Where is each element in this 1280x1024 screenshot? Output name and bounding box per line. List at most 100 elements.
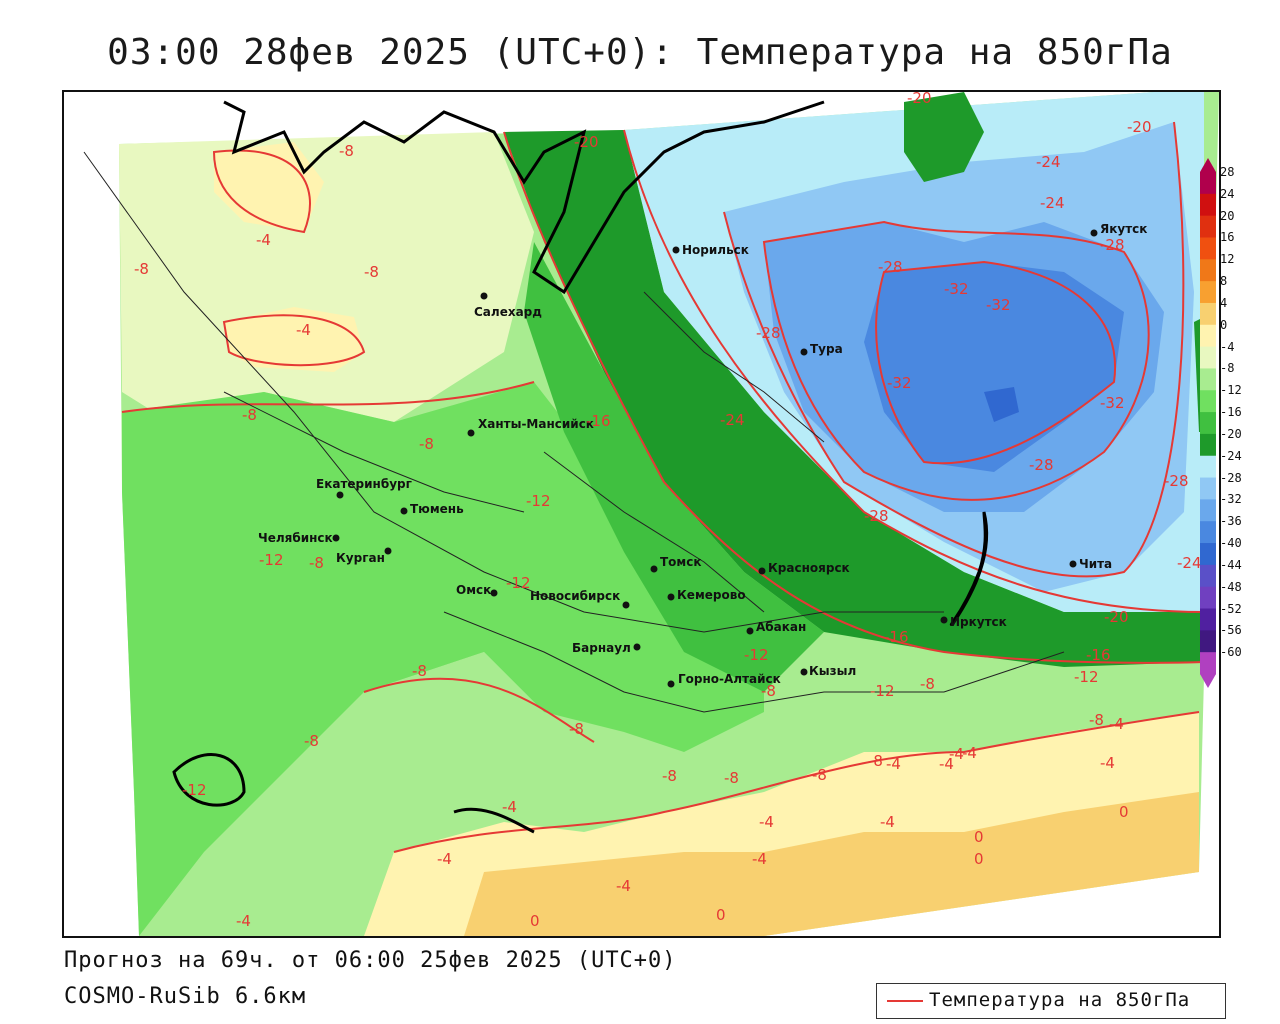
contour-label: -8 <box>920 675 935 693</box>
contour-label: -4 <box>1100 754 1115 772</box>
city-label-kemerovo: Кемерово <box>677 588 746 602</box>
contour-label: -4 <box>236 912 251 930</box>
colorbar-tick-label: -40 <box>1220 536 1242 551</box>
legend-label: Температура на 850гПа <box>929 989 1191 1011</box>
colorbar-swatch <box>1200 346 1216 369</box>
colorbar-swatch <box>1200 412 1216 435</box>
contour-label: -12 <box>744 646 769 664</box>
colorbar <box>1200 158 1216 688</box>
contour-label: -4 <box>1109 715 1124 733</box>
lake-balkhash <box>453 807 535 834</box>
colorbar-swatch <box>1200 324 1216 348</box>
colorbar-swatch <box>1200 302 1216 326</box>
colorbar-tick-label: -44 <box>1220 557 1242 572</box>
city-label-norilsk: Норильск <box>682 243 749 257</box>
colorbar-tick-label: -56 <box>1220 623 1242 638</box>
city-marker-chita <box>1069 560 1077 568</box>
contour-label: -4 <box>886 755 901 773</box>
city-marker-irkutsk <box>940 616 948 624</box>
contour-label: 0 <box>1119 803 1129 821</box>
city-label-salekhard: Салехард <box>474 305 542 319</box>
city-marker-tomsk <box>650 565 658 573</box>
warm-region-south-2 <box>464 792 1199 936</box>
contour-label: -4 <box>616 877 631 895</box>
contour-label: -24 <box>720 411 745 429</box>
city-marker-abakan <box>746 627 754 635</box>
contour-label: 0 <box>974 850 984 868</box>
green-band-west <box>122 382 764 936</box>
colorbar-swatch <box>1200 455 1216 479</box>
contour-label: -8 <box>412 662 427 680</box>
contour-label: -8 <box>242 406 257 424</box>
cold-core-spot <box>984 387 1019 422</box>
contour-label: -4 <box>437 850 452 868</box>
city-label-khanty-mansiysk: Ханты-Мансийск <box>478 417 594 431</box>
city-marker-norilsk <box>672 246 680 254</box>
colorbar-tick-label: -36 <box>1220 514 1242 529</box>
contour-label: -8 <box>569 720 584 738</box>
colorbar-swatch <box>1200 652 1216 675</box>
city-marker-yekaterinburg <box>336 491 344 499</box>
city-marker-gorno-altaysk <box>667 680 675 688</box>
colorbar-tick-label: -60 <box>1220 645 1242 660</box>
city-marker-kyzyl <box>800 668 808 676</box>
colorbar-swatch <box>1200 368 1216 391</box>
contour-label: -32 <box>887 374 912 392</box>
contour-label: 0 <box>716 906 726 924</box>
city-label-irkutsk: Иркутск <box>950 615 1007 629</box>
cities: Норильск Якутск Салехард Тура Ханты-Манс… <box>258 222 1147 688</box>
colorbar-tick-label: -32 <box>1220 492 1242 507</box>
colorbar-tick-label: 8 <box>1220 274 1228 289</box>
colorbar-top-arrow <box>1200 158 1216 172</box>
contour-label: -8 <box>662 767 677 785</box>
city-marker-khanty-mansiysk <box>467 429 475 437</box>
contour-label: -32 <box>1100 394 1125 412</box>
contour-label: -12 <box>259 551 284 569</box>
city-label-kyzyl: Кызыл <box>809 664 856 678</box>
contour-label: -12 <box>506 574 531 592</box>
contour-label: -12 <box>526 492 551 510</box>
city-marker-kurgan <box>384 547 392 555</box>
colorbar-tick-label: 16 <box>1220 230 1235 245</box>
city-marker-omsk <box>490 589 498 597</box>
contour-label: -16 <box>1086 646 1111 664</box>
colorbar-tick-label: 28 <box>1220 165 1235 179</box>
city-marker-novosibirsk <box>622 601 630 609</box>
contour-label: -4 <box>752 850 767 868</box>
contour-label: -28 <box>1164 472 1189 490</box>
contour-label: -8 <box>761 682 776 700</box>
lake-baikal <box>949 511 989 626</box>
contour-label: -20 <box>574 133 599 151</box>
contour-label: -8 <box>364 263 379 281</box>
colorbar-swatch <box>1200 237 1216 260</box>
city-marker-yakutsk <box>1090 229 1098 237</box>
colorbar-swatch <box>1200 499 1216 522</box>
contour-label: -8 <box>1089 711 1104 729</box>
contour-label: -24 <box>1040 194 1065 212</box>
colorbar-tick-label: -52 <box>1220 601 1242 616</box>
contour-label: -32 <box>986 296 1011 314</box>
dark-green-band <box>504 130 1204 667</box>
warm-patch-2 <box>224 307 364 372</box>
city-label-omsk: Омск <box>456 583 491 597</box>
colorbar-tick-label: 24 <box>1220 186 1235 201</box>
colorbar-swatch <box>1200 215 1216 238</box>
contour-label: -16 <box>586 412 611 430</box>
aral-sea <box>172 753 246 807</box>
city-label-krasnoyarsk: Красноярск <box>768 561 850 575</box>
contour-label: -20 <box>1104 608 1129 626</box>
city-label-novosibirsk: Новосибирск <box>530 589 620 603</box>
contour-label: -20 <box>1127 118 1152 136</box>
contour-label: -8 <box>309 554 324 572</box>
contour-label: -4 <box>880 813 895 831</box>
colorbar-swatch <box>1200 172 1216 195</box>
contour-label: -28 <box>864 507 889 525</box>
contour-label: -4 <box>949 745 964 763</box>
contour-label: -28 <box>878 258 903 276</box>
green-patch-ne <box>904 92 984 182</box>
light-area-south <box>364 652 594 852</box>
colorbar-tick-label: -16 <box>1220 405 1242 420</box>
contour-label: -4 <box>296 321 311 339</box>
model-name: COSMO-RuSib 6.6км <box>64 984 307 1009</box>
contour-label: -32 <box>944 280 969 298</box>
